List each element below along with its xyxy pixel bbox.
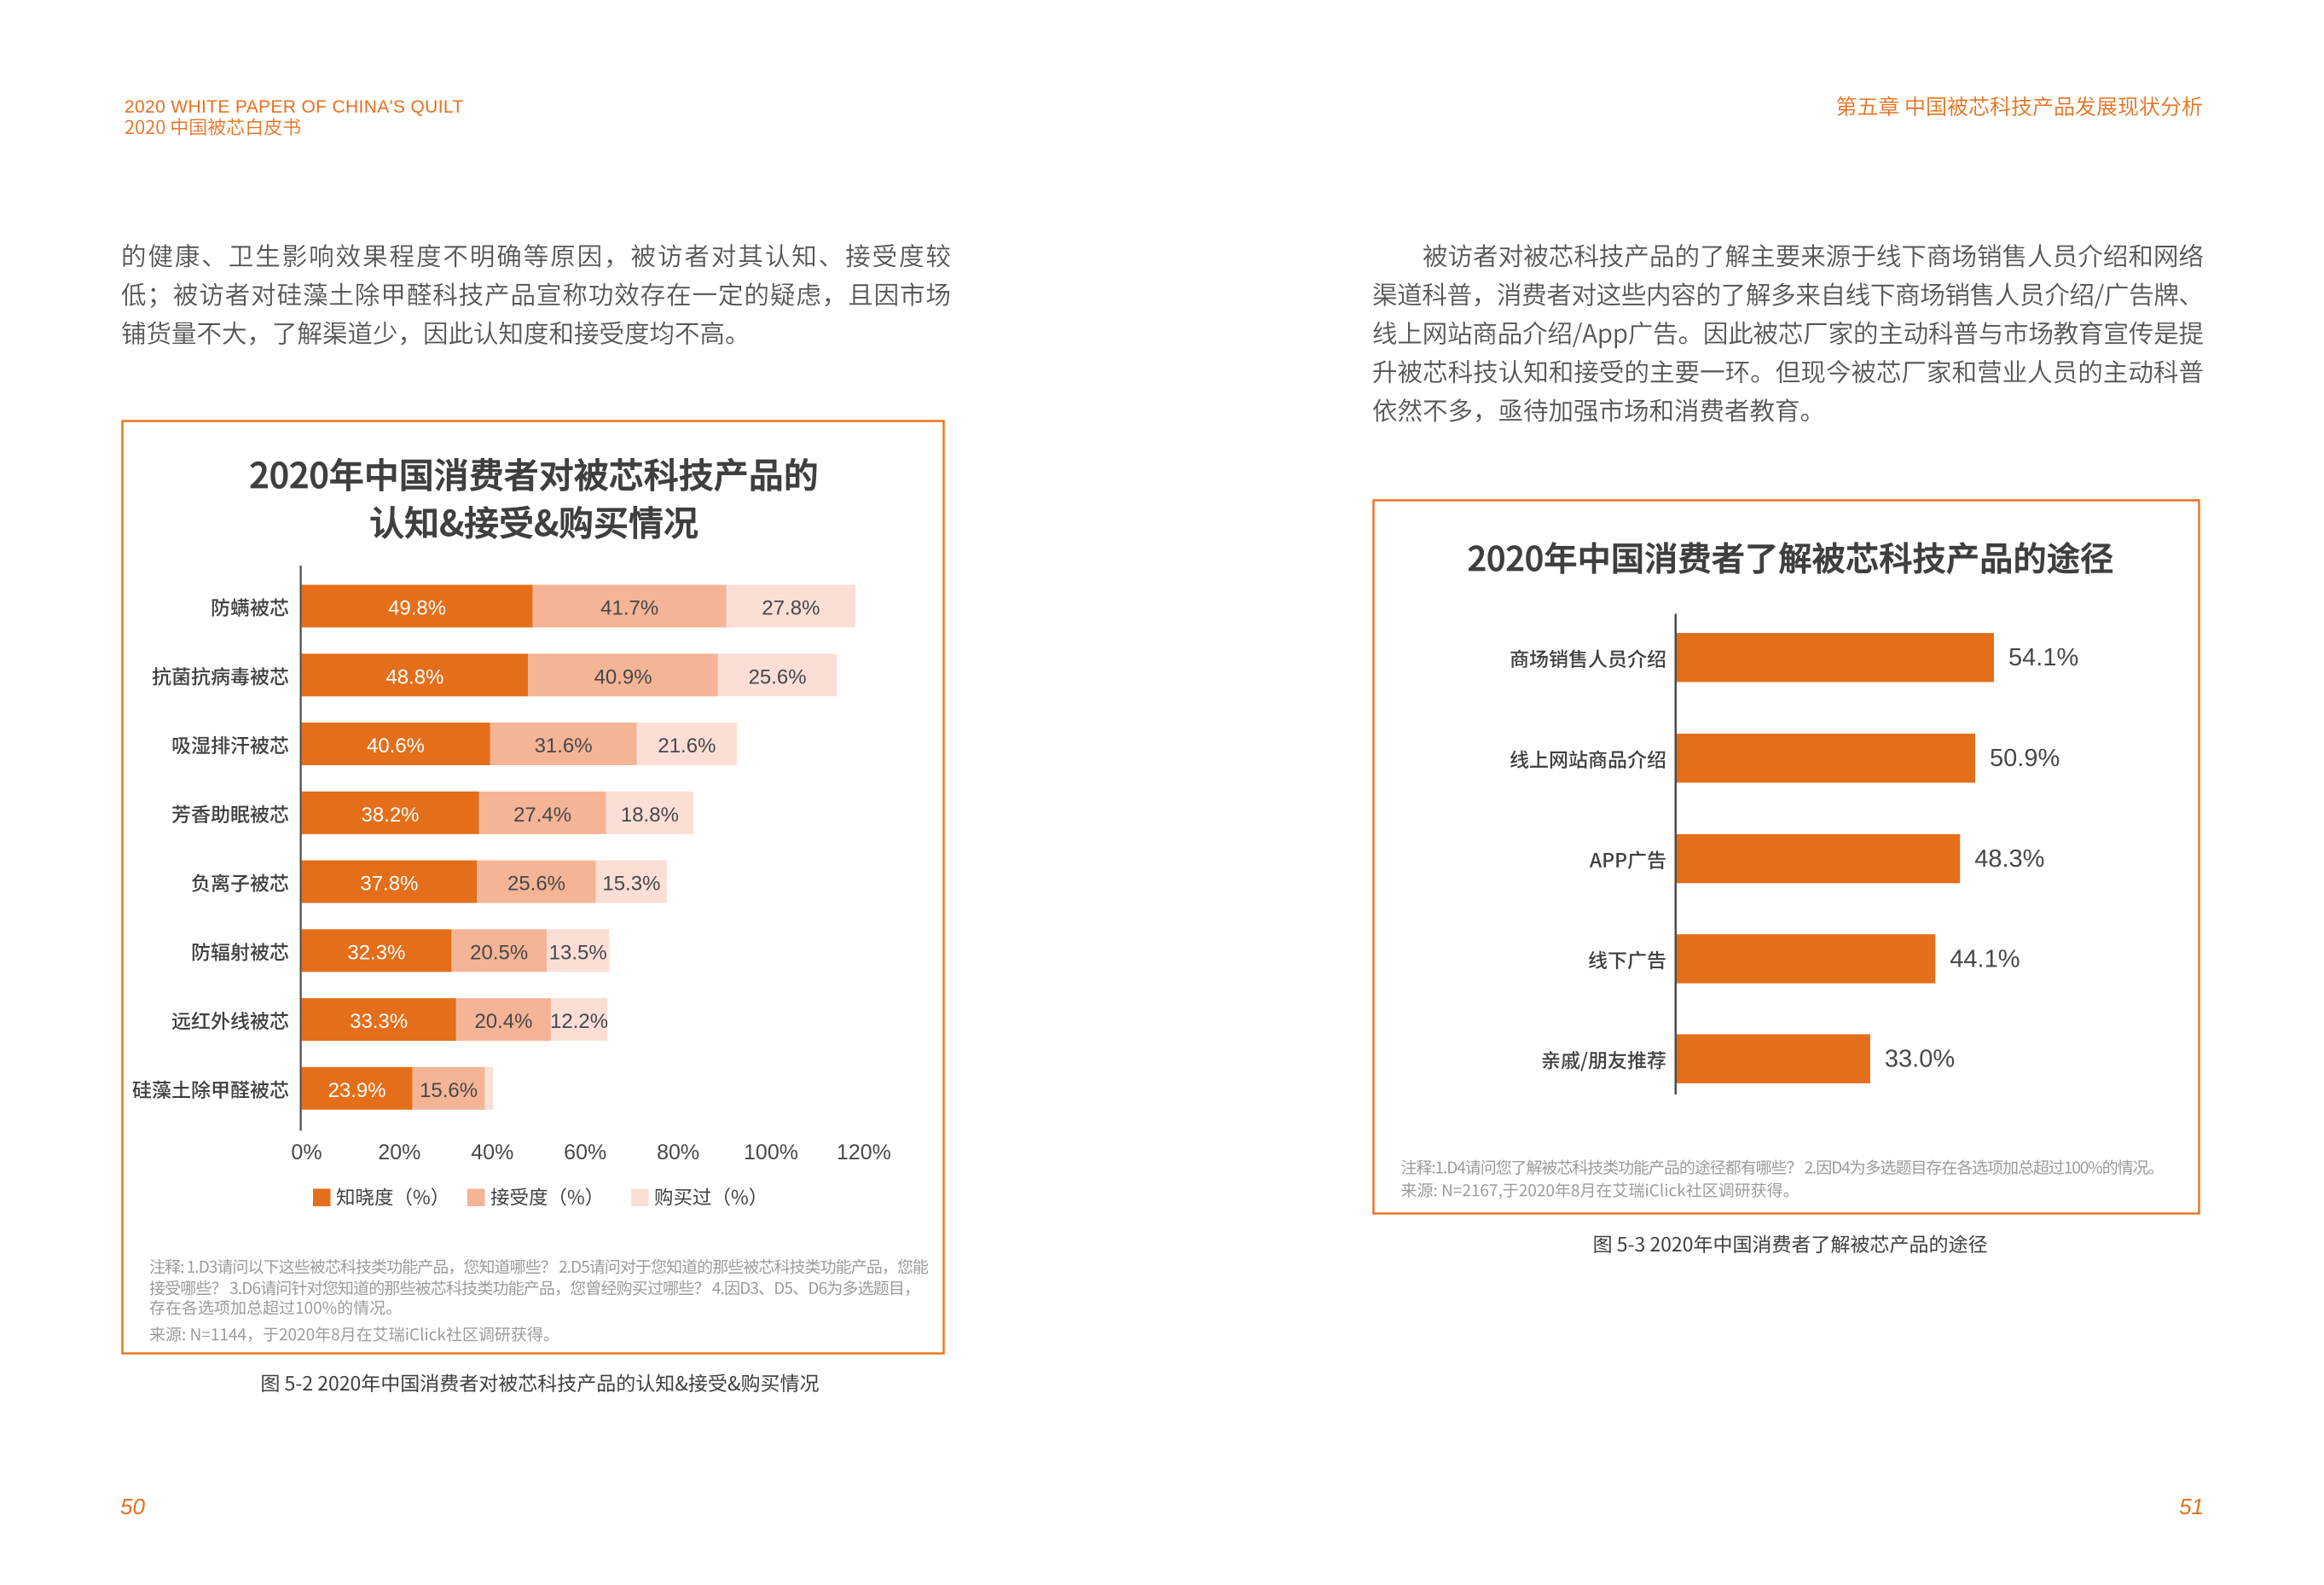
svg-text:25.6%: 25.6% [749, 665, 807, 688]
svg-text:15.3%: 15.3% [602, 873, 660, 896]
svg-text:15.6%: 15.6% [420, 1079, 478, 1102]
svg-text:60%: 60% [564, 1141, 606, 1164]
svg-text:48.8%: 48.8% [385, 665, 443, 688]
svg-text:0%: 0% [291, 1141, 322, 1164]
svg-text:41.7%: 41.7% [600, 597, 658, 620]
svg-text:13.5%: 13.5% [549, 941, 607, 964]
svg-text:49.8%: 49.8% [388, 597, 446, 620]
svg-text:100%: 100% [744, 1141, 798, 1164]
svg-text:20.5%: 20.5% [470, 941, 528, 964]
svg-text:38.2%: 38.2% [361, 804, 419, 827]
svg-text:54.1%: 54.1% [2008, 644, 2078, 671]
svg-text:23.9%: 23.9% [328, 1079, 386, 1102]
svg-text:20.4%: 20.4% [474, 1010, 532, 1033]
svg-text:21.6%: 21.6% [658, 734, 716, 758]
svg-text:80%: 80% [657, 1141, 699, 1164]
svg-text:50.9%: 50.9% [1990, 745, 2060, 772]
svg-text:51: 51 [2179, 1494, 2204, 1519]
svg-text:32.3%: 32.3% [347, 941, 405, 964]
svg-text:31.6%: 31.6% [535, 734, 593, 758]
svg-text:120%: 120% [837, 1141, 891, 1164]
svg-text:25.6%: 25.6% [507, 873, 565, 896]
svg-text:18.8%: 18.8% [621, 804, 679, 827]
svg-text:40.6%: 40.6% [367, 734, 425, 758]
svg-text:40.9%: 40.9% [594, 665, 652, 688]
svg-text:33.0%: 33.0% [1885, 1046, 1955, 1073]
svg-text:50: 50 [120, 1494, 145, 1519]
svg-text:37.8%: 37.8% [360, 873, 418, 896]
svg-text:27.8%: 27.8% [762, 597, 820, 620]
svg-text:44.1%: 44.1% [1950, 946, 2020, 973]
svg-text:2020 WHITE PAPER OF CHINA'S QU: 2020 WHITE PAPER OF CHINA'S QUILT [125, 97, 464, 117]
svg-text:40%: 40% [471, 1141, 513, 1164]
svg-text:27.4%: 27.4% [513, 804, 571, 827]
svg-text:12.2%: 12.2% [550, 1010, 608, 1033]
svg-text:48.3%: 48.3% [1974, 845, 2044, 873]
svg-text:33.3%: 33.3% [350, 1010, 408, 1033]
svg-text:20%: 20% [378, 1141, 420, 1164]
